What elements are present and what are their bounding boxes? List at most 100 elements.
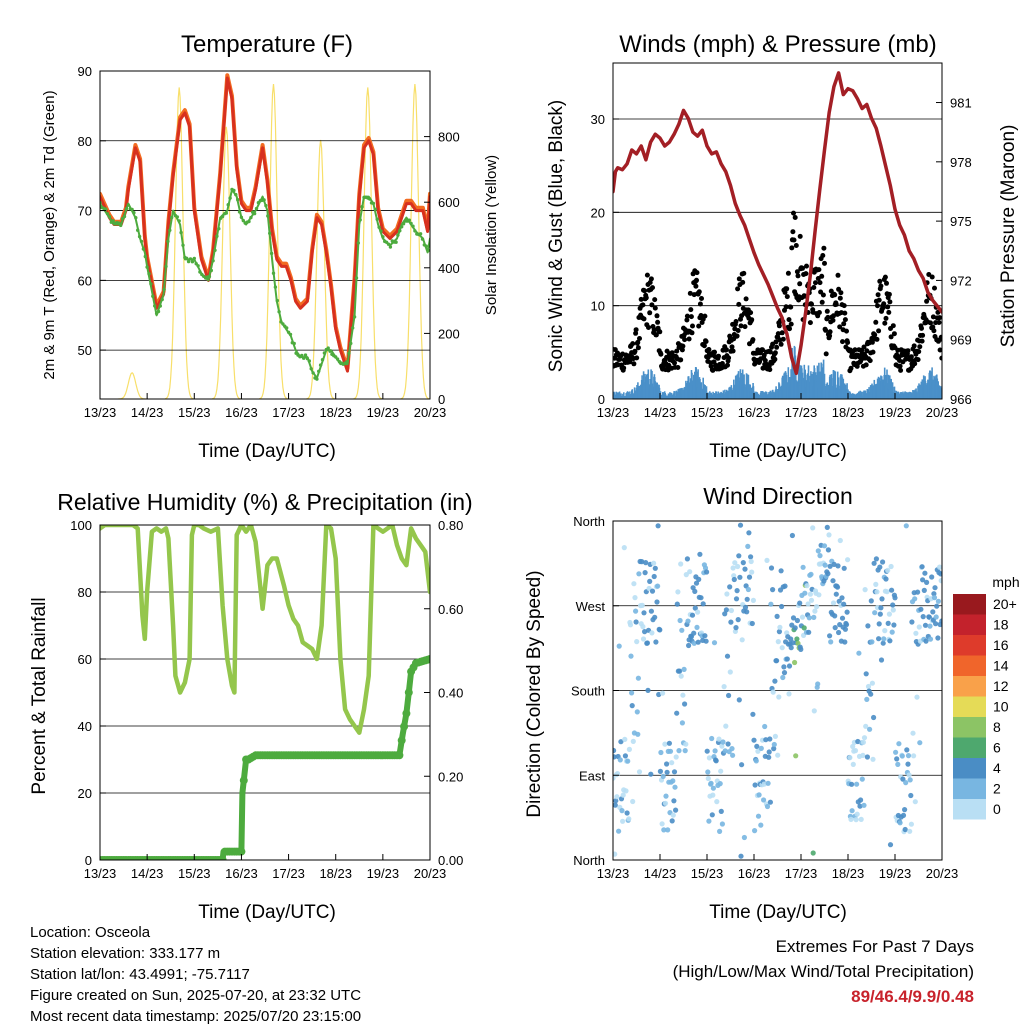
winds-xlabel: Time (Day/UTC) (709, 441, 847, 462)
direction-point (665, 827, 671, 833)
gust-point (844, 328, 849, 334)
gust-point (652, 305, 658, 311)
precipitation-point (397, 736, 406, 745)
humidity-xtick-label: 14/23 (131, 866, 164, 881)
direction-point (788, 645, 794, 651)
direction-point (691, 640, 697, 646)
gust-point (888, 334, 894, 340)
winds-xtick-label: 15/23 (691, 405, 724, 420)
direction-point (849, 808, 855, 814)
direction-point (894, 756, 900, 762)
direction-point (692, 605, 698, 611)
direction-point (779, 603, 785, 610)
precipitation-point (218, 856, 227, 860)
gust-point (821, 245, 827, 251)
direction-point (639, 602, 645, 609)
gust-point (807, 320, 813, 326)
direction-point (852, 748, 859, 754)
precipitation-point (404, 688, 413, 697)
gust-point (767, 367, 773, 373)
gust-point (785, 270, 791, 276)
gust-point (880, 305, 886, 311)
winds-xtick-label: 16/23 (738, 405, 771, 420)
dewpoint-point (315, 377, 319, 381)
direction-point (738, 853, 744, 859)
direction-point (913, 630, 919, 636)
gust-point (852, 347, 858, 353)
dewpoint-point (407, 218, 411, 222)
direction-point (878, 657, 885, 663)
direction-point (905, 753, 912, 759)
extremes-values: 89/46.4/9.9/0.48 (851, 987, 974, 1006)
gust-point (929, 274, 935, 280)
gust-point (630, 341, 636, 347)
direction-point (937, 564, 942, 570)
direction-point (730, 752, 736, 758)
dewpoint-point (424, 244, 428, 248)
direction-point (900, 812, 907, 819)
gust-point (706, 347, 712, 352)
direction-point (720, 739, 726, 745)
direction-xtick-label: 13/23 (597, 866, 630, 881)
direction-point (640, 636, 647, 642)
gust-point (864, 348, 870, 354)
direction-point (914, 694, 920, 700)
direction-point (825, 547, 832, 553)
gust-point (885, 304, 891, 310)
pressure-y-tick-label: 969 (950, 333, 972, 348)
direction-point (710, 792, 716, 798)
dewpoint-point (177, 219, 181, 223)
pressure-y-tick-label: 978 (950, 155, 972, 170)
dewpoint-point (104, 207, 108, 211)
direction-point (619, 808, 625, 814)
humidity-axes: 0 20 40 60 80 100 0.00 0.20 0.40 0.60 0.80 13/23 14/… (70, 518, 463, 881)
gust-point (675, 365, 681, 370)
gust-point (730, 348, 736, 354)
direction-point (770, 587, 776, 593)
direction-point (919, 564, 925, 570)
direction-point (683, 572, 689, 578)
direction-point (836, 598, 842, 605)
winds-title: Winds (mph) & Pressure (mb) (619, 31, 936, 58)
extremes-title: Extremes For Past 7 Days (775, 937, 974, 956)
dewpoint-point (153, 304, 157, 308)
dewpoint-point (134, 216, 138, 220)
direction-point (771, 741, 777, 748)
gust-point (750, 337, 756, 343)
direction-point (839, 615, 846, 621)
direction-point (877, 611, 883, 617)
direction-point (869, 639, 875, 645)
direction-point (876, 636, 882, 642)
direction-point (764, 803, 771, 810)
direction-point (654, 599, 660, 605)
gust-point (640, 302, 646, 308)
gust-point (928, 320, 933, 326)
direction-point (856, 650, 862, 656)
direction-point (679, 627, 685, 633)
gust-point (890, 323, 896, 329)
direction-point (775, 639, 781, 645)
direction-point (814, 604, 820, 610)
direction-point (768, 565, 775, 571)
direction-point (622, 736, 628, 743)
humidity-y-tick-label: 100 (70, 518, 92, 533)
gust-point (908, 354, 914, 360)
direction-point (706, 755, 713, 761)
direction-xtick-label: 17/23 (785, 866, 818, 881)
gust-point (710, 367, 716, 373)
direction-point (673, 807, 679, 813)
solar-insolation-series (117, 84, 430, 399)
2m-dewpoint-line (100, 188, 430, 380)
direction-point (794, 636, 800, 642)
direction-point (822, 562, 828, 568)
direction-point (768, 601, 774, 607)
gust-point (642, 288, 648, 294)
solar-insolation-day (259, 84, 288, 399)
direction-point (786, 663, 793, 669)
temperature-xtick-label: 20/23 (414, 405, 447, 420)
direction-point (938, 571, 942, 577)
dewpoint-point (411, 224, 415, 228)
gust-point (795, 273, 801, 279)
direction-point (698, 595, 704, 601)
direction-point (887, 842, 894, 848)
